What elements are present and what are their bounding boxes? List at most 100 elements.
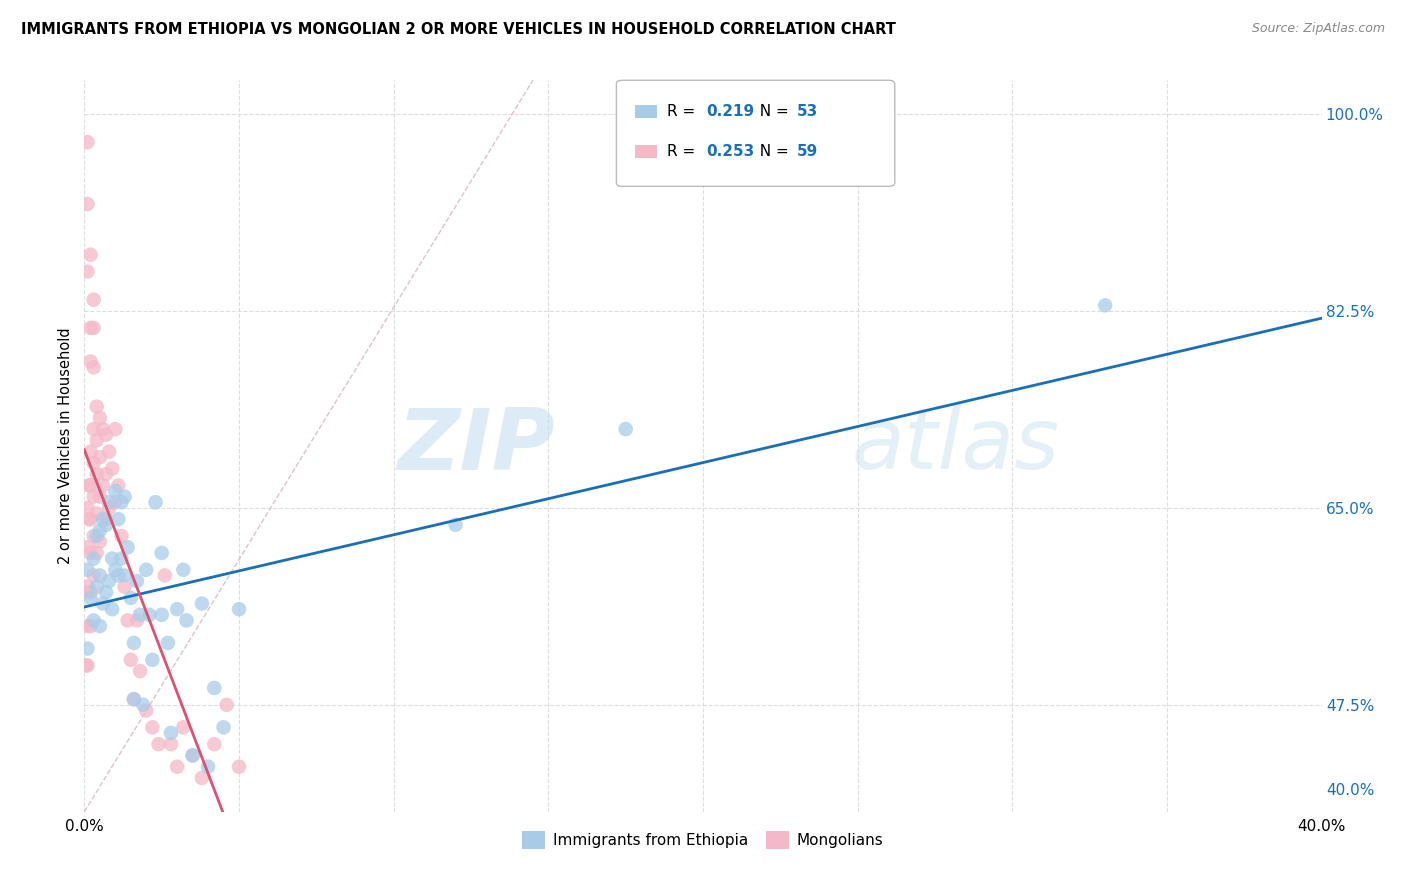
Text: ZIP: ZIP: [396, 404, 554, 488]
Point: [94, 517, 117, 532]
Point: [94, 512, 117, 526]
Point: [107, 478, 129, 492]
Point: [160, 726, 183, 740]
Point: [79, 512, 101, 526]
Point: [101, 551, 124, 566]
Point: [76, 500, 98, 515]
Point: [114, 580, 136, 594]
Point: [135, 703, 157, 717]
Point: [76, 641, 98, 656]
Point: [228, 602, 250, 616]
Point: [89, 619, 111, 633]
Point: [79, 248, 101, 262]
Point: [91, 512, 114, 526]
Point: [86, 529, 108, 543]
Point: [122, 692, 145, 706]
Point: [212, 720, 235, 734]
Point: [76, 541, 98, 555]
Point: [75, 658, 97, 673]
Text: N =: N =: [749, 144, 793, 159]
Point: [94, 585, 117, 599]
Point: [129, 607, 152, 622]
Point: [166, 760, 188, 774]
Point: [181, 748, 204, 763]
Point: [202, 681, 225, 695]
Point: [125, 614, 148, 628]
Point: [79, 619, 101, 633]
Point: [107, 512, 129, 526]
Text: R =: R =: [666, 144, 700, 159]
Point: [77, 512, 100, 526]
Text: 0.219: 0.219: [707, 104, 755, 120]
Point: [191, 771, 214, 785]
Point: [89, 490, 111, 504]
Point: [104, 422, 127, 436]
Point: [76, 197, 98, 211]
Point: [101, 461, 124, 475]
Point: [83, 529, 105, 543]
Point: [94, 467, 117, 482]
Point: [122, 636, 145, 650]
Point: [89, 524, 111, 538]
Point: [120, 653, 142, 667]
Point: [202, 737, 225, 751]
Point: [138, 607, 160, 622]
Point: [104, 483, 127, 498]
Point: [172, 563, 194, 577]
Point: [110, 495, 132, 509]
Text: 0.253: 0.253: [707, 144, 755, 159]
Text: Source: ZipAtlas.com: Source: ZipAtlas.com: [1251, 22, 1385, 36]
Point: [110, 529, 132, 543]
Point: [83, 456, 105, 470]
Point: [89, 568, 111, 582]
Point: [191, 597, 214, 611]
Text: R =: R =: [666, 104, 700, 120]
Point: [614, 422, 637, 436]
Point: [120, 591, 142, 605]
Point: [91, 597, 114, 611]
Point: [76, 563, 98, 577]
Point: [79, 591, 101, 605]
Point: [135, 563, 157, 577]
Text: 53: 53: [797, 104, 818, 120]
Point: [83, 490, 105, 504]
Point: [150, 546, 173, 560]
Point: [107, 568, 129, 582]
Text: IMMIGRANTS FROM ETHIOPIA VS MONGOLIAN 2 OR MORE VEHICLES IN HOUSEHOLD CORRELATIO: IMMIGRANTS FROM ETHIOPIA VS MONGOLIAN 2 …: [21, 22, 896, 37]
Point: [98, 495, 121, 509]
Point: [83, 293, 105, 307]
Point: [83, 360, 105, 375]
Point: [89, 450, 111, 465]
Point: [79, 354, 101, 368]
Point: [153, 568, 176, 582]
Point: [83, 614, 105, 628]
Point: [98, 444, 121, 458]
Point: [86, 507, 108, 521]
Text: N =: N =: [749, 104, 793, 120]
Point: [83, 568, 105, 582]
Point: [89, 534, 111, 549]
Point: [145, 495, 167, 509]
Text: atlas: atlas: [852, 404, 1060, 488]
Y-axis label: 2 or more Vehicles in Household: 2 or more Vehicles in Household: [58, 327, 73, 565]
Point: [91, 422, 114, 436]
Point: [176, 614, 198, 628]
Point: [114, 490, 136, 504]
Point: [166, 602, 188, 616]
Point: [150, 607, 173, 622]
Point: [98, 500, 121, 515]
Point: [79, 546, 101, 560]
Point: [79, 585, 101, 599]
Point: [160, 737, 183, 751]
Point: [122, 692, 145, 706]
Point: [86, 467, 108, 482]
Point: [79, 444, 101, 458]
Point: [75, 585, 97, 599]
Point: [181, 748, 204, 763]
Point: [156, 636, 179, 650]
Point: [76, 580, 98, 594]
Point: [141, 720, 163, 734]
Legend: Immigrants from Ethiopia, Mongolians: Immigrants from Ethiopia, Mongolians: [516, 824, 890, 855]
Point: [148, 737, 170, 751]
Point: [172, 720, 194, 734]
